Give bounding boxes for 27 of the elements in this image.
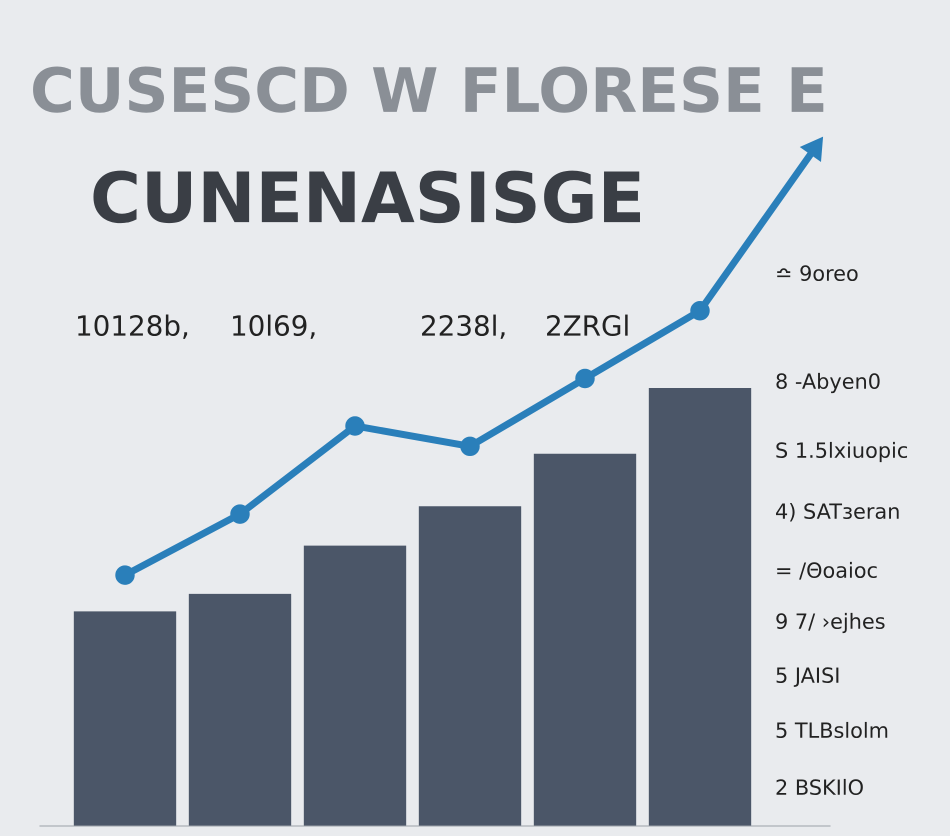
bar bbox=[74, 611, 176, 826]
annotation: 5 JAISI bbox=[776, 667, 838, 687]
annotation: 10l69, bbox=[233, 314, 315, 339]
bar bbox=[188, 594, 292, 826]
annotation: 2ZRGl bbox=[547, 314, 628, 336]
annotation: 5 TLBslolm bbox=[776, 722, 888, 738]
bar bbox=[418, 506, 522, 826]
annotation: = /Θoaioc bbox=[777, 562, 877, 580]
point bbox=[460, 436, 480, 456]
point bbox=[690, 300, 710, 320]
annotation: 10128b, bbox=[78, 314, 188, 339]
annotation: ≏ 9oreo bbox=[777, 265, 858, 282]
annotation: S 1.5lxiuopic bbox=[776, 442, 908, 462]
bar bbox=[534, 454, 636, 826]
annotation: 9 7/ ›ejhes bbox=[776, 612, 885, 634]
annotation: 2238l, bbox=[422, 314, 505, 339]
annotation: 4) SATзeran bbox=[776, 502, 899, 522]
point bbox=[115, 565, 135, 585]
bar bbox=[648, 388, 752, 826]
point bbox=[345, 416, 365, 436]
bar bbox=[304, 546, 406, 826]
annotation: 2 BSKIlO bbox=[776, 778, 863, 796]
chart-title: CUSESCD W FLORESE E bbox=[33, 66, 824, 113]
point bbox=[575, 368, 595, 388]
point bbox=[230, 504, 250, 524]
chart-subtitle: CUNENASISGE bbox=[93, 170, 640, 224]
annotation: 8 -Abyen0 bbox=[776, 372, 880, 394]
